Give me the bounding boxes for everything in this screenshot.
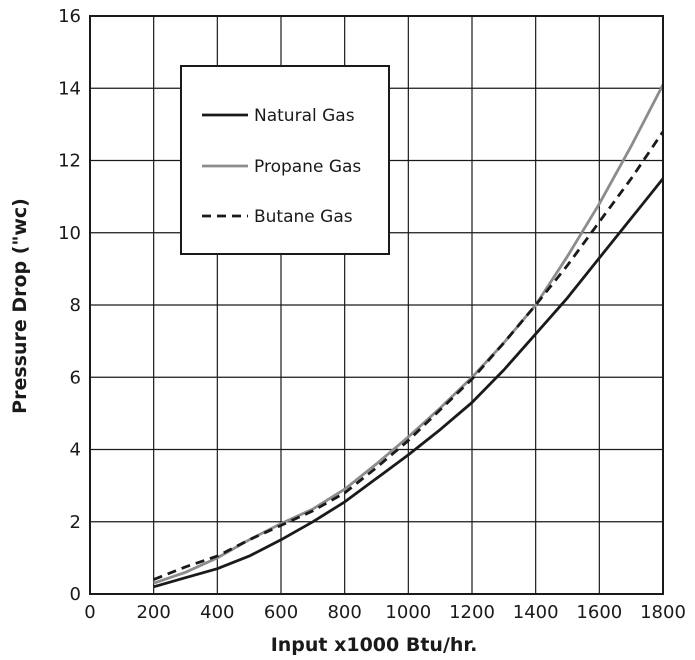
y-tick-label: 4 [70,440,81,461]
legend-label-butane-gas: Butane Gas [254,207,353,227]
series-line-butane-gas [153,130,665,581]
x-tick-label: 1800 [640,602,686,623]
series-lines [153,83,665,589]
y-axis-title: Pressure Drop ("wc) [9,198,31,414]
y-tick-label: 16 [58,6,81,27]
legend: Natural Gas Propane Gas Butane Gas [180,65,390,255]
y-tick-label: 8 [70,295,81,316]
x-tick-labels: 0 200 400 600 800 1000 1200 1400 1600 1800 [84,602,686,623]
x-tick-label: 600 [264,602,298,623]
y-tick-label: 12 [58,151,81,172]
x-tick-label: 0 [84,602,95,623]
y-tick-label: 0 [70,584,81,605]
legend-box [180,65,390,255]
y-tick-label: 10 [58,223,81,244]
legend-label-propane-gas: Propane Gas [254,157,361,177]
legend-label-natural-gas: Natural Gas [254,106,355,126]
x-tick-label: 800 [327,602,361,623]
plot-frame [89,15,664,595]
series-line-natural-gas [153,177,665,589]
x-tick-label: 400 [200,602,234,623]
x-tick-label: 1200 [449,602,495,623]
y-tick-labels: 0 2 4 6 8 10 12 14 16 [58,6,81,605]
y-tick-label: 6 [70,367,81,388]
x-tick-label: 1600 [576,602,622,623]
x-tick-label: 200 [136,602,170,623]
y-tick-label: 14 [58,78,81,99]
x-axis-title: Input x1000 Btu/hr. [271,634,478,656]
x-tick-label: 1000 [385,602,431,623]
y-tick-label: 2 [70,512,81,533]
x-tick-label: 1400 [513,602,559,623]
